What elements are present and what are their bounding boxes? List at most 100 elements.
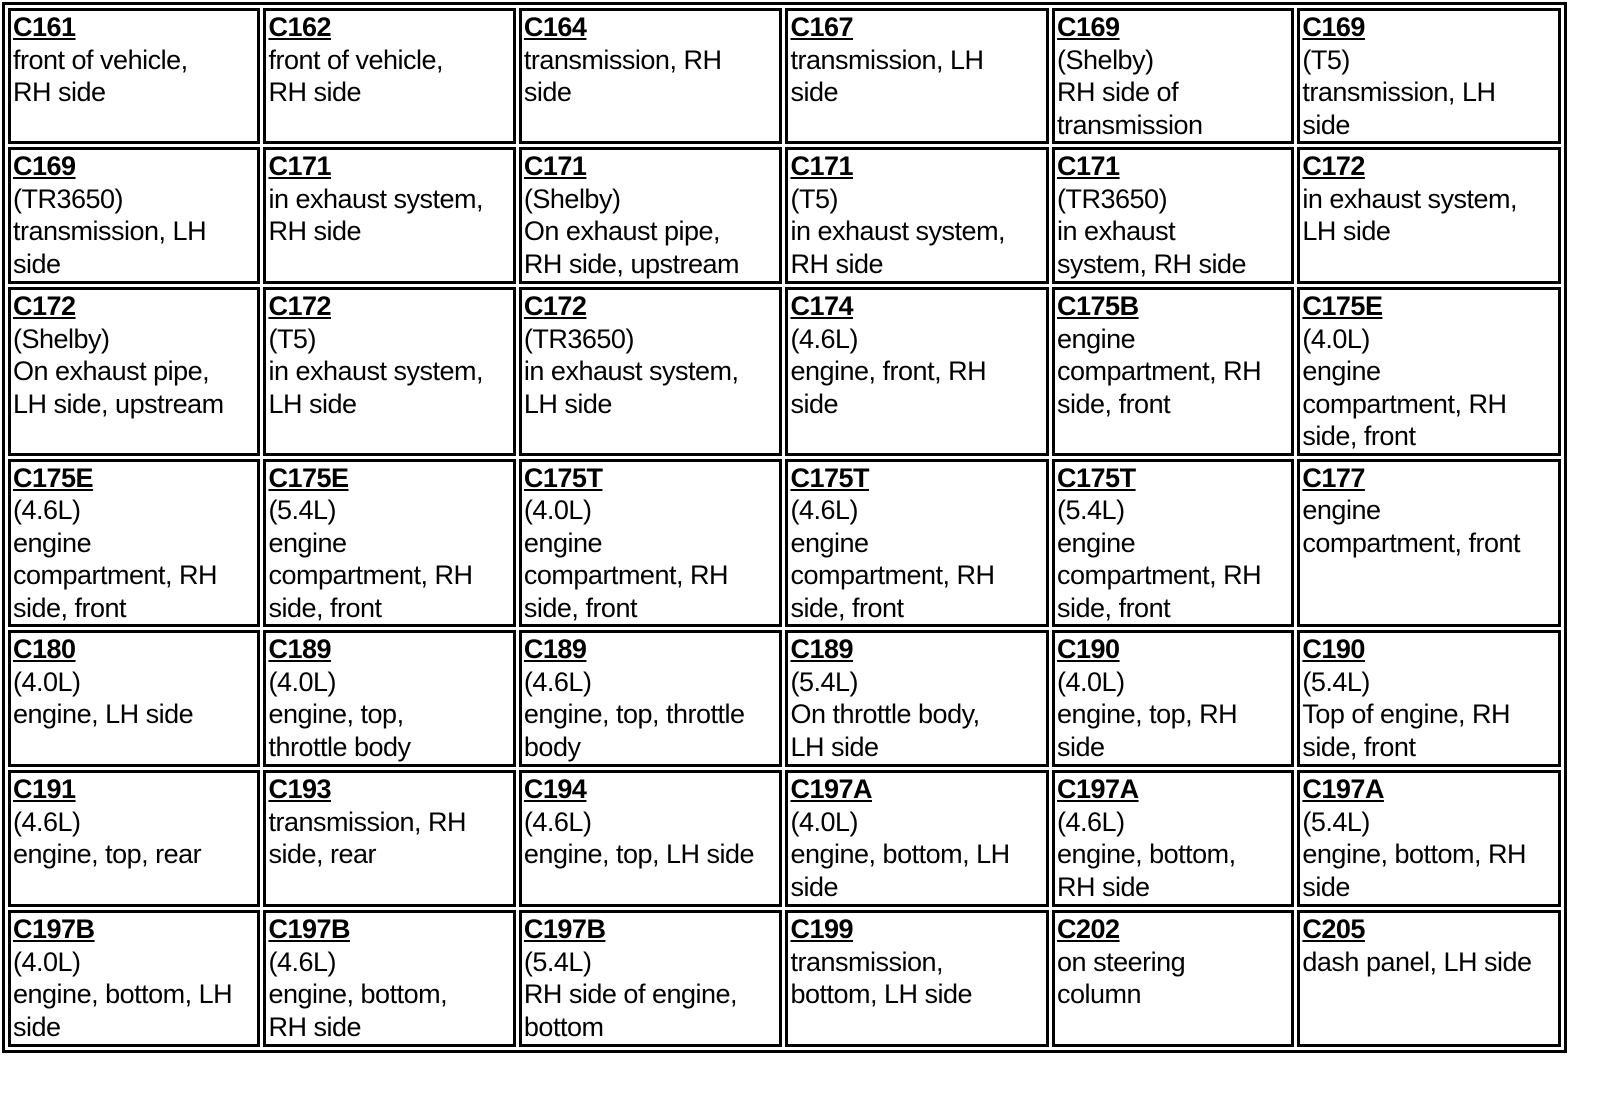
location-text: compartment, front — [1302, 527, 1520, 558]
location-text: engine, top, — [268, 699, 404, 729]
location-text: (4.0L) — [13, 946, 81, 977]
connector-cell: C197B (4.0L) engine, bottom, LH side — [8, 910, 261, 1047]
connector-code: C180 — [13, 634, 76, 664]
location-text: side, front — [13, 592, 127, 623]
connector-cell: C172 in exhaust system, LH side — [1297, 147, 1561, 284]
connector-code: C199 — [790, 914, 854, 944]
connector-cell: C175E (5.4L) engine compartment, RH side, fr… — [263, 458, 516, 627]
connector-cell: C197A (4.0L) engine, bottom, LH side — [785, 770, 1050, 907]
location-text: (Shelby) — [13, 323, 110, 354]
connector-cell: C171 (Shelby) On exhaust pipe, RH side, ups… — [518, 147, 783, 284]
location-text: side — [790, 871, 838, 902]
location-text: compartment, RH — [1302, 388, 1507, 419]
location-text: engine, bottom, LH — [13, 979, 233, 1009]
connector-cell: C177 engine compartment, front — [1297, 458, 1561, 627]
location-text: (T5) — [268, 323, 316, 354]
connector-cell: C171 (T5) in exhaust system, RH side — [785, 147, 1050, 284]
table-row: C172 (Shelby) On exhaust pipe, LH side, ups… — [8, 287, 1561, 456]
location-text: (5.4L) — [523, 946, 592, 977]
connector-cell: C172 (Shelby) On exhaust pipe, LH side, ups… — [8, 287, 261, 456]
location-text: (Shelby) — [523, 183, 621, 214]
connector-code: C190 — [1057, 634, 1120, 664]
location-text: RH side of engine, — [523, 979, 738, 1009]
table-row: C180 (4.0L) engine, LH side C189 (4.0L) engin… — [8, 630, 1561, 767]
connector-code: C197B — [268, 914, 350, 944]
connector-cell: C169 (T5) transmission, LH side — [1297, 8, 1561, 144]
location-text: side, front — [1057, 388, 1171, 419]
connector-cell: C175T (4.0L) engine compartment, RH side, fr… — [518, 458, 783, 627]
connector-code: C171 — [268, 151, 331, 181]
location-text: RH side — [1057, 871, 1150, 902]
location-text: side — [790, 388, 838, 419]
location-text: engine, bottom, — [268, 979, 448, 1009]
connector-cell: C161 front of vehicle, RH side — [8, 8, 261, 144]
connector-code: C175T — [790, 462, 870, 493]
location-text: (4.6L) — [13, 495, 81, 525]
connector-code: C172 — [523, 291, 587, 321]
connector-code: C175B — [1057, 291, 1139, 321]
location-text: RH side — [790, 248, 883, 279]
connector-cell: C197B (4.6L) engine, bottom, RH side — [263, 910, 516, 1047]
location-text: bottom — [523, 1011, 604, 1042]
location-text: engine, bottom, — [1057, 839, 1236, 869]
location-text: engine, bottom, LH — [790, 839, 1010, 869]
location-text: LH side, upstream — [13, 388, 224, 419]
connector-code: C175T — [523, 462, 603, 493]
location-text: bottom, LH side — [790, 979, 973, 1009]
connector-code: C197B — [13, 914, 95, 944]
connector-cell: C190 (5.4L) Top of engine, RH side, front — [1297, 630, 1561, 767]
connector-location-table: C161 front of vehicle, RH side C162 front of… — [2, 2, 1567, 1053]
connector-cell: C202 on steering column — [1052, 910, 1295, 1047]
connector-cell: C174 (4.6L) engine, front, RH side — [785, 287, 1050, 456]
location-text: side — [523, 77, 572, 107]
location-text: compartment, RH — [268, 560, 473, 590]
connector-cell: C171 in exhaust system, RH side — [263, 147, 516, 284]
connector-code: C161 — [13, 12, 76, 42]
connector-cell: C189 (4.0L) engine, top, throttle body — [263, 630, 516, 767]
connector-code: C194 — [523, 774, 587, 804]
location-text: (T5) — [1302, 44, 1350, 75]
location-text: side — [1057, 731, 1105, 762]
location-text: compartment, RH — [523, 560, 729, 590]
location-text: compartment, RH — [790, 560, 995, 590]
connector-code: C172 — [13, 291, 76, 321]
location-text: in exhaust system, — [268, 183, 484, 214]
location-text: side, front — [1302, 421, 1416, 451]
location-text: (TR3650) — [1057, 183, 1168, 214]
location-text: (4.6L) — [790, 495, 859, 525]
location-text: engine, top, rear — [13, 839, 202, 869]
connector-cell: C189 (4.6L) engine, top, throttle body — [518, 630, 783, 767]
location-text: (T5) — [790, 183, 838, 214]
location-text: (4.6L) — [523, 806, 592, 837]
connector-cell: C164 transmission, RH side — [518, 8, 783, 144]
location-text: RH side — [13, 77, 106, 107]
location-text: (4.0L) — [268, 666, 336, 697]
location-text: RH side — [268, 216, 361, 246]
location-text: (4.6L) — [1057, 806, 1125, 837]
location-text: Top of engine, RH — [1302, 699, 1511, 729]
location-text: engine — [790, 527, 869, 558]
connector-cell: C197A (5.4L) engine, bottom, RH side — [1297, 770, 1561, 907]
location-text: (4.6L) — [268, 946, 336, 977]
location-text: in exhaust system, — [268, 356, 484, 386]
location-text: LH side — [790, 731, 879, 762]
connector-code: C189 — [268, 634, 331, 664]
connector-code: C175E — [268, 462, 349, 493]
table-row: C161 front of vehicle, RH side C162 front of… — [8, 8, 1561, 144]
connector-code: C197A — [1057, 774, 1139, 804]
connector-cell: C197B (5.4L) RH side of engine, bottom — [518, 910, 783, 1047]
connector-cell: C169 (TR3650) transmission, LH side — [8, 147, 261, 284]
location-text: (4.6L) — [523, 666, 592, 697]
table-row: C175E (4.6L) engine compartment, RH side, fr… — [8, 458, 1561, 627]
location-text: On throttle body, — [790, 699, 980, 729]
connector-cell: C171 (TR3650) in exhaust system, RH side — [1052, 147, 1295, 284]
location-text: compartment, RH — [13, 560, 218, 590]
location-text: side, front — [790, 592, 904, 623]
connector-cell: C162 front of vehicle, RH side — [263, 8, 516, 144]
location-text: (4.0L) — [790, 806, 859, 837]
connector-code: C197B — [523, 914, 606, 944]
location-text: system, RH side — [1057, 248, 1247, 279]
location-text: transmission, LH — [790, 44, 984, 75]
location-text: side, front — [1057, 592, 1171, 623]
location-text: (Shelby) — [1057, 44, 1154, 75]
